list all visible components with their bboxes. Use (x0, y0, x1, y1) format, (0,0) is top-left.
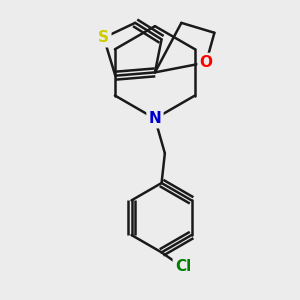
Text: Cl: Cl (175, 259, 191, 274)
Text: S: S (98, 30, 109, 45)
Text: N: N (148, 111, 161, 126)
Text: O: O (200, 55, 213, 70)
